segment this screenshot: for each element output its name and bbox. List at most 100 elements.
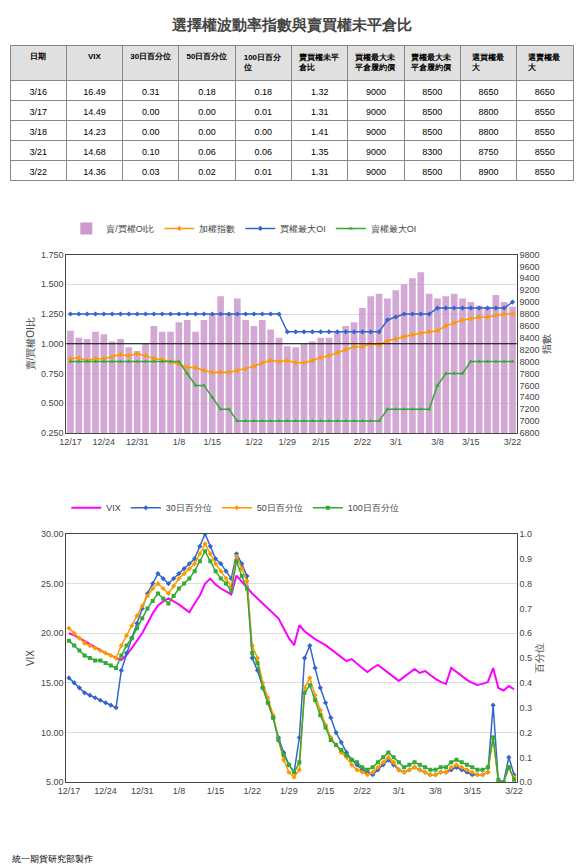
svg-text:0.18: 0.18 (255, 87, 273, 97)
svg-text:VIX: VIX (25, 650, 36, 666)
svg-text:日期: 日期 (30, 52, 46, 61)
svg-text:8000: 8000 (520, 357, 540, 367)
svg-text:選賣權最大: 選賣權最大 (527, 53, 561, 72)
svg-text:9000: 9000 (366, 127, 386, 137)
svg-text:3/15: 3/15 (463, 786, 481, 796)
svg-text:3/21: 3/21 (29, 147, 47, 157)
svg-text:8800: 8800 (479, 107, 499, 117)
svg-text:0.6: 0.6 (520, 628, 533, 638)
svg-text:VIX: VIX (106, 503, 121, 513)
svg-text:7400: 7400 (520, 392, 540, 402)
svg-text:0.1: 0.1 (520, 753, 533, 763)
svg-text:8550: 8550 (535, 127, 555, 137)
svg-text:7600: 7600 (520, 381, 540, 391)
svg-text:12/17: 12/17 (59, 437, 82, 447)
svg-text:1/22: 1/22 (243, 786, 261, 796)
svg-text:16.49: 16.49 (83, 87, 106, 97)
svg-text:2/15: 2/15 (317, 786, 335, 796)
svg-text:賣/買權OI比: 賣/買權OI比 (106, 224, 154, 234)
svg-text:8500: 8500 (422, 127, 442, 137)
svg-text:12/17: 12/17 (58, 786, 81, 796)
svg-text:3/22: 3/22 (504, 437, 522, 447)
svg-text:0.00: 0.00 (198, 107, 216, 117)
svg-text:8500: 8500 (422, 167, 442, 177)
svg-text:1.31: 1.31 (311, 107, 329, 117)
svg-text:VIX: VIX (88, 52, 102, 61)
svg-text:1.000: 1.000 (41, 339, 64, 349)
svg-text:1.750: 1.750 (41, 250, 64, 260)
svg-text:0.18: 0.18 (198, 87, 216, 97)
svg-text:1.500: 1.500 (41, 279, 64, 289)
svg-text:7000: 7000 (520, 416, 540, 426)
svg-text:8400: 8400 (520, 333, 540, 343)
svg-text:30日百分位: 30日百分位 (130, 52, 171, 61)
svg-text:50日百分位: 50日百分位 (257, 503, 303, 513)
svg-text:1/8: 1/8 (173, 786, 186, 796)
svg-text:25.00: 25.00 (41, 579, 64, 589)
svg-text:0.06: 0.06 (255, 147, 273, 157)
svg-text:0.750: 0.750 (41, 369, 64, 379)
svg-text:8650: 8650 (535, 87, 555, 97)
svg-text:買權最大未平倉履約價: 買權最大未平倉履約價 (354, 53, 396, 72)
svg-text:3/1: 3/1 (390, 437, 403, 447)
svg-text:8550: 8550 (535, 107, 555, 117)
svg-text:12/31: 12/31 (131, 786, 154, 796)
svg-text:8550: 8550 (535, 147, 555, 157)
svg-text:5.00: 5.00 (46, 777, 64, 787)
svg-text:0.0: 0.0 (520, 777, 533, 787)
svg-text:1/15: 1/15 (203, 437, 221, 447)
svg-text:30日百分位: 30日百分位 (166, 503, 212, 513)
svg-text:100日百分位: 100日百分位 (348, 503, 399, 513)
svg-text:14.68: 14.68 (83, 147, 106, 157)
svg-text:9400: 9400 (520, 273, 540, 283)
svg-text:0.00: 0.00 (198, 127, 216, 137)
svg-text:1.31: 1.31 (311, 167, 329, 177)
svg-text:1.35: 1.35 (311, 147, 329, 157)
svg-text:3/1: 3/1 (393, 786, 406, 796)
svg-text:0.02: 0.02 (198, 167, 216, 177)
svg-text:0.2: 0.2 (520, 728, 533, 738)
svg-text:選買權最大: 選買權最大 (471, 53, 505, 72)
svg-text:賣權最大未平倉履約價: 賣權最大未平倉履約價 (410, 53, 452, 72)
svg-text:1/15: 1/15 (207, 786, 225, 796)
svg-text:指數: 指數 (541, 334, 552, 355)
svg-text:加權指數: 加權指數 (199, 224, 235, 234)
svg-text:8550: 8550 (535, 167, 555, 177)
svg-text:0.10: 0.10 (142, 147, 160, 157)
svg-text:12/24: 12/24 (94, 786, 117, 796)
svg-text:9000: 9000 (366, 167, 386, 177)
svg-text:3/15: 3/15 (462, 437, 480, 447)
svg-text:6800: 6800 (520, 428, 540, 438)
svg-text:8800: 8800 (479, 127, 499, 137)
svg-text:1/29: 1/29 (280, 786, 298, 796)
svg-text:買權最大OI: 買權最大OI (280, 224, 326, 234)
svg-text:3/17: 3/17 (29, 107, 47, 117)
svg-text:10.00: 10.00 (41, 728, 64, 738)
svg-text:0.4: 0.4 (520, 678, 533, 688)
svg-text:14.23: 14.23 (83, 127, 106, 137)
svg-text:8750: 8750 (479, 147, 499, 157)
svg-text:15.00: 15.00 (41, 678, 64, 688)
svg-text:8500: 8500 (422, 107, 442, 117)
svg-text:100日百分位: 100日百分位 (243, 53, 282, 72)
svg-text:0.7: 0.7 (520, 604, 533, 614)
svg-text:9000: 9000 (366, 147, 386, 157)
svg-text:9000: 9000 (520, 297, 540, 307)
svg-text:30.00: 30.00 (41, 529, 64, 539)
svg-text:0.500: 0.500 (41, 398, 64, 408)
svg-text:1/8: 1/8 (173, 437, 186, 447)
svg-text:0.31: 0.31 (142, 87, 160, 97)
svg-text:0.01: 0.01 (255, 107, 273, 117)
svg-text:1/29: 1/29 (279, 437, 297, 447)
svg-text:9000: 9000 (366, 107, 386, 117)
svg-text:8500: 8500 (422, 87, 442, 97)
svg-text:20.00: 20.00 (41, 628, 64, 638)
svg-text:7200: 7200 (520, 404, 540, 414)
svg-text:12/31: 12/31 (126, 437, 149, 447)
svg-text:0.00: 0.00 (142, 107, 160, 117)
svg-text:賣/買權OI比: 賣/買權OI比 (25, 317, 36, 370)
svg-text:9600: 9600 (520, 262, 540, 272)
svg-text:0.06: 0.06 (198, 147, 216, 157)
svg-text:8600: 8600 (520, 321, 540, 331)
svg-text:0.00: 0.00 (255, 127, 273, 137)
